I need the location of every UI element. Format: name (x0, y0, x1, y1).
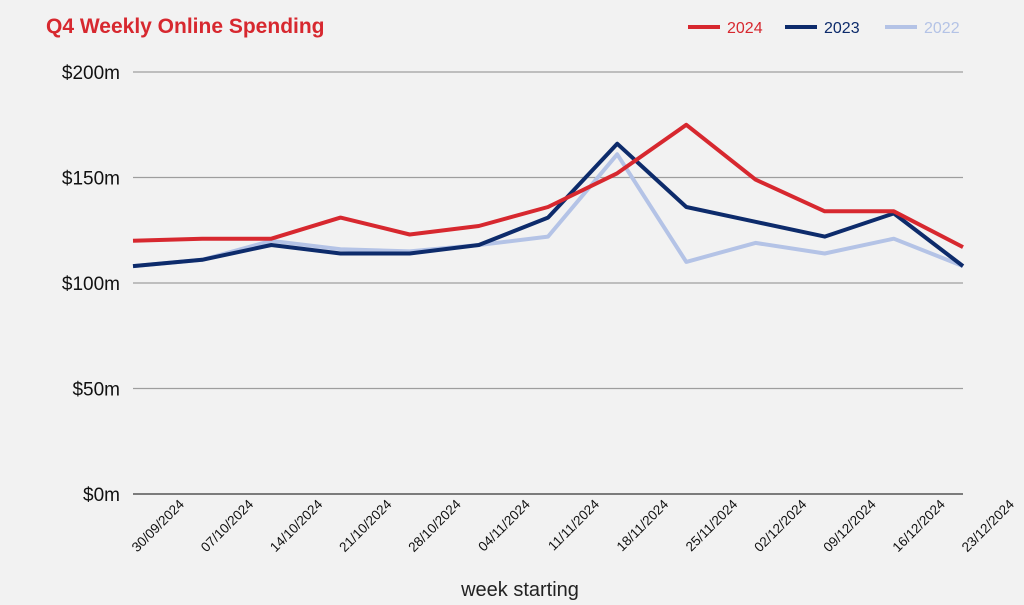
series-lines (132, 122, 965, 269)
x-tick-label: 16/12/2024 (890, 496, 949, 555)
legend-label-2022: 2022 (924, 20, 960, 37)
x-tick-label: 07/10/2024 (198, 496, 257, 555)
y-tick-label: $150m (62, 169, 120, 190)
x-tick-label: 18/11/2024 (614, 496, 672, 554)
x-tick-label: 25/11/2024 (683, 496, 741, 554)
y-tick-label: $100m (62, 274, 120, 295)
y-axis-ticks: $0m $50m $100m $150m $200m (62, 63, 120, 506)
x-axis-ticks: 30/09/2024 07/10/2024 14/10/2024 21/10/2024… (129, 496, 1018, 555)
x-tick-label: 21/10/2024 (336, 496, 395, 555)
legend-label-2024: 2024 (727, 20, 763, 37)
series-line-2022 (132, 152, 964, 269)
x-tick-label: 23/12/2024 (959, 496, 1018, 555)
series-line-2024 (132, 122, 964, 249)
grid-lines (133, 71, 963, 495)
series-line-2023 (132, 141, 965, 269)
y-tick-label: $50m (72, 380, 120, 401)
y-tick-label: $0m (83, 485, 120, 506)
x-axis-label: week starting (460, 579, 579, 601)
y-tick-label: $200m (62, 63, 120, 84)
x-tick-label: 11/11/2024 (545, 496, 602, 553)
x-tick-label: 30/09/2024 (129, 496, 188, 555)
x-tick-label: 09/12/2024 (820, 496, 879, 555)
x-tick-label: 14/10/2024 (267, 496, 326, 555)
legend: 2024 2023 2022 (688, 20, 960, 37)
x-tick-label: 04/11/2024 (475, 496, 533, 554)
x-tick-label: 28/10/2024 (405, 496, 464, 555)
x-tick-label: 02/12/2024 (751, 496, 810, 555)
legend-label-2023: 2023 (824, 20, 860, 37)
chart-title: Q4 Weekly Online Spending (46, 15, 325, 38)
